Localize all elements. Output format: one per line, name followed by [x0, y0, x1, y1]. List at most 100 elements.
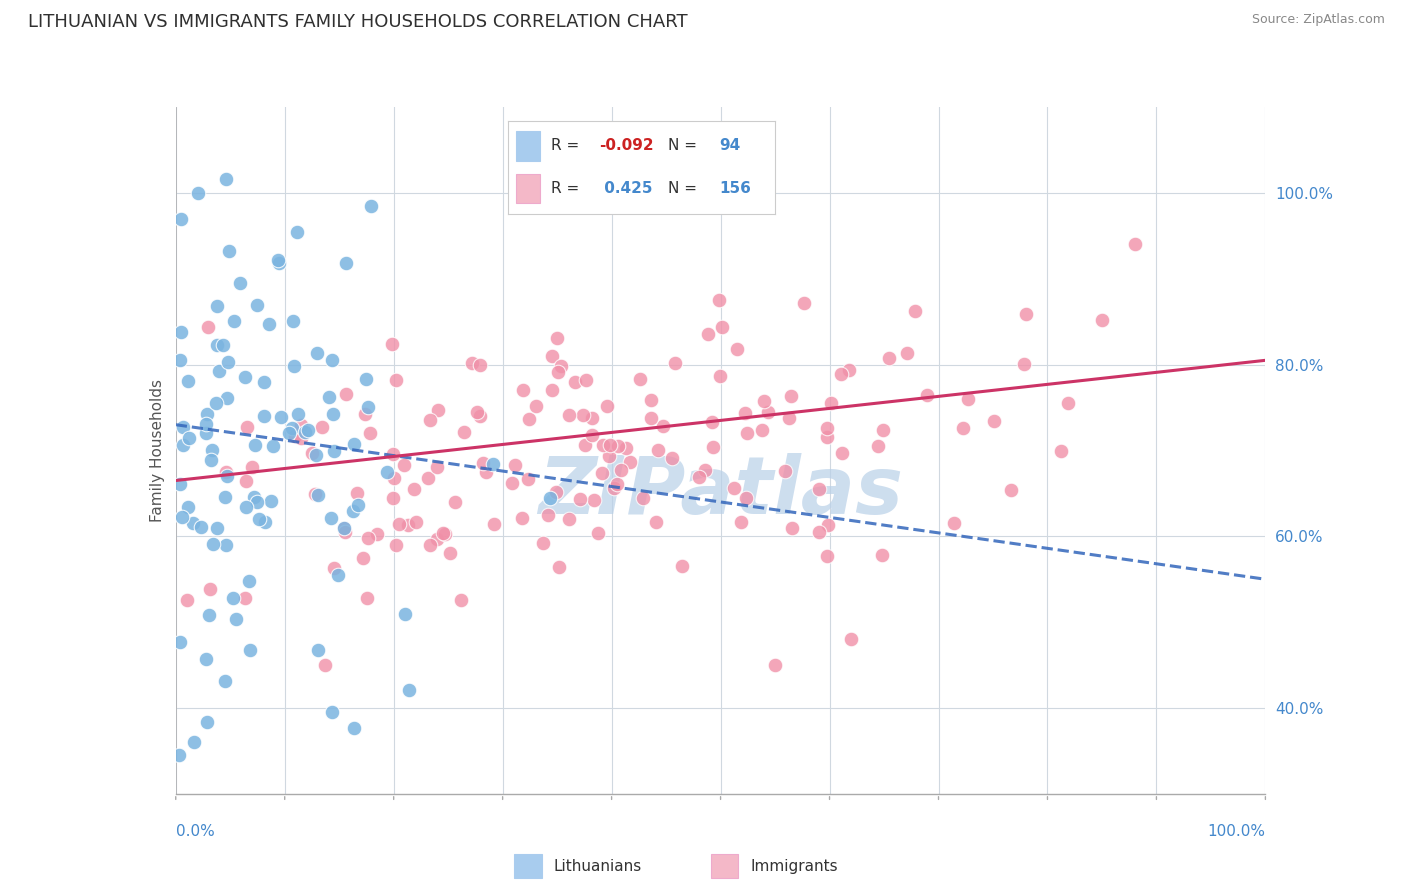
Point — [394, 458, 416, 473]
Point — [398, 682, 420, 697]
Point — [426, 403, 449, 417]
Point — [333, 521, 356, 535]
Point — [294, 425, 316, 439]
Point — [281, 421, 304, 435]
Text: 100.0%: 100.0% — [1208, 824, 1265, 839]
Point — [475, 465, 498, 479]
Text: R =: R = — [551, 181, 583, 196]
Point — [284, 429, 307, 443]
Text: 0.0%: 0.0% — [176, 824, 215, 839]
Point — [695, 463, 717, 477]
Point — [558, 512, 581, 526]
Point — [709, 293, 731, 308]
Point — [314, 657, 336, 672]
Point — [581, 428, 603, 442]
Point — [752, 394, 775, 409]
Point — [287, 407, 309, 421]
Point — [321, 511, 343, 525]
Point — [763, 658, 786, 673]
Point — [773, 464, 796, 478]
Point — [592, 437, 614, 451]
Point — [172, 438, 194, 452]
Point — [432, 526, 454, 541]
Text: -0.092: -0.092 — [599, 138, 654, 153]
Point — [516, 472, 538, 486]
Point — [212, 338, 235, 352]
Point — [229, 276, 252, 290]
Point — [224, 314, 246, 328]
Point — [952, 421, 974, 435]
Point — [531, 535, 554, 549]
Point — [652, 418, 675, 433]
Point — [170, 510, 193, 524]
Point — [426, 532, 449, 546]
Point — [815, 421, 838, 435]
Point — [815, 430, 838, 444]
Point — [235, 500, 257, 515]
Point — [357, 400, 380, 414]
Point — [198, 608, 221, 623]
Point — [405, 515, 427, 529]
Point — [671, 559, 693, 574]
Point — [644, 516, 666, 530]
Point — [359, 425, 381, 440]
Point — [283, 359, 305, 373]
Point — [830, 367, 852, 381]
Point — [262, 439, 284, 453]
Point — [205, 299, 228, 313]
Point — [661, 450, 683, 465]
Point — [702, 440, 724, 454]
Point — [1000, 483, 1022, 498]
Point — [172, 419, 194, 434]
Point — [725, 342, 748, 356]
Text: 156: 156 — [718, 181, 751, 196]
Point — [450, 593, 472, 607]
Point — [468, 359, 491, 373]
Point — [470, 409, 492, 423]
Point — [572, 408, 595, 422]
Point — [354, 407, 377, 421]
Point — [253, 409, 276, 424]
Point — [169, 476, 191, 491]
Point — [569, 492, 592, 507]
Point — [700, 415, 723, 429]
FancyBboxPatch shape — [515, 855, 541, 878]
Point — [194, 425, 217, 440]
Point — [419, 412, 441, 426]
Point — [730, 515, 752, 529]
Text: Lithuanians: Lithuanians — [554, 859, 641, 873]
Point — [201, 537, 224, 551]
Point — [382, 447, 405, 461]
Point — [453, 425, 475, 439]
Text: 0.425: 0.425 — [599, 181, 652, 196]
Point — [564, 375, 586, 389]
Point — [253, 375, 276, 389]
Point — [360, 199, 382, 213]
Point — [688, 470, 710, 484]
Point — [311, 420, 333, 434]
Point — [307, 488, 329, 502]
Point — [169, 353, 191, 368]
Point — [426, 459, 449, 474]
Point — [214, 673, 236, 688]
Point — [388, 516, 411, 531]
Point — [385, 538, 408, 552]
Point — [385, 373, 408, 387]
Text: 94: 94 — [718, 138, 740, 153]
Point — [246, 495, 269, 509]
Point — [326, 568, 349, 582]
Point — [943, 516, 966, 530]
Point — [831, 445, 853, 459]
Point — [870, 549, 893, 563]
Point — [169, 635, 191, 649]
Point — [541, 349, 564, 363]
Point — [259, 317, 281, 331]
Point — [482, 457, 505, 471]
Point — [375, 465, 398, 479]
Point — [354, 372, 377, 386]
Point — [416, 471, 439, 485]
Point — [582, 492, 605, 507]
Point — [278, 425, 301, 440]
Point — [382, 491, 405, 505]
Point — [215, 465, 238, 479]
